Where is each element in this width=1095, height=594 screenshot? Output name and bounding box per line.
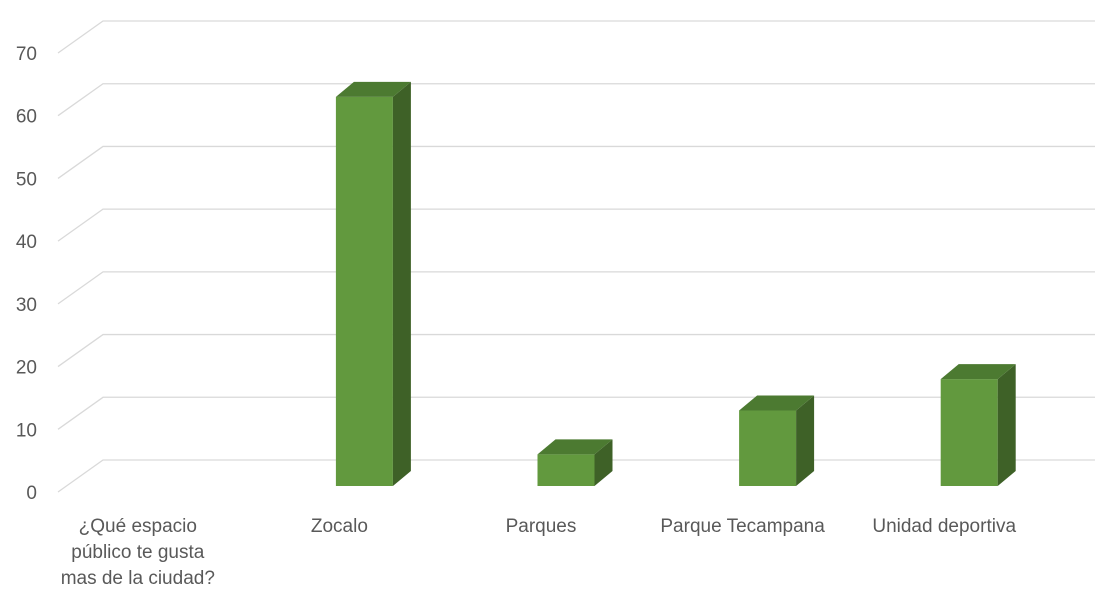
bar-4: [739, 395, 815, 486]
gridline-60: [57, 83, 1095, 117]
bar-side-face: [392, 81, 411, 487]
bar-side-face: [997, 364, 1016, 486]
gridline-10: [57, 396, 1095, 430]
y-tick-label: 50: [16, 169, 37, 190]
x-category-label: Unidad deportiva: [872, 516, 1016, 537]
bar-3: [537, 439, 613, 486]
gridlines: [57, 20, 1095, 493]
x-category-label: Parque Tecampana: [660, 516, 825, 537]
y-axis-tick-labels: 0 10 20 30 40 50 60 70: [16, 44, 37, 504]
gridline-50: [57, 145, 1095, 179]
gridline-30: [57, 271, 1095, 305]
bar-top-face: [739, 395, 815, 411]
bar-5: [940, 364, 1016, 486]
bar-front-face: [335, 96, 393, 487]
y-tick-label: 60: [16, 107, 37, 128]
x-axis-category-labels: ¿Qué espacio público te gusta mas de la ci…: [61, 516, 1017, 589]
x-category-label: Zocalo: [311, 516, 368, 537]
gridline-40: [57, 208, 1095, 242]
y-tick-label: 0: [26, 483, 37, 504]
y-tick-label: 30: [16, 295, 37, 316]
y-tick-label: 10: [16, 420, 37, 441]
bar-front-face: [537, 454, 595, 486]
x-category-label: ¿Qué espacio público te gusta mas de la ci…: [61, 516, 215, 589]
gridline-70: [57, 20, 1095, 54]
x-category-label: Parques: [506, 516, 577, 537]
bar-top-face: [537, 439, 613, 455]
bar-side-face: [796, 395, 815, 486]
bar-front-face: [940, 379, 998, 486]
y-tick-label: 40: [16, 232, 37, 253]
bar-top-face: [335, 81, 411, 97]
y-tick-label: 20: [16, 358, 37, 379]
bar-side-face: [594, 439, 613, 486]
y-tick-label: 70: [16, 44, 37, 65]
bar-top-face: [940, 364, 1016, 380]
bars: [335, 81, 1016, 487]
bar-2: [335, 81, 411, 487]
gridline-20: [57, 333, 1095, 368]
bar-front-face: [739, 410, 797, 486]
